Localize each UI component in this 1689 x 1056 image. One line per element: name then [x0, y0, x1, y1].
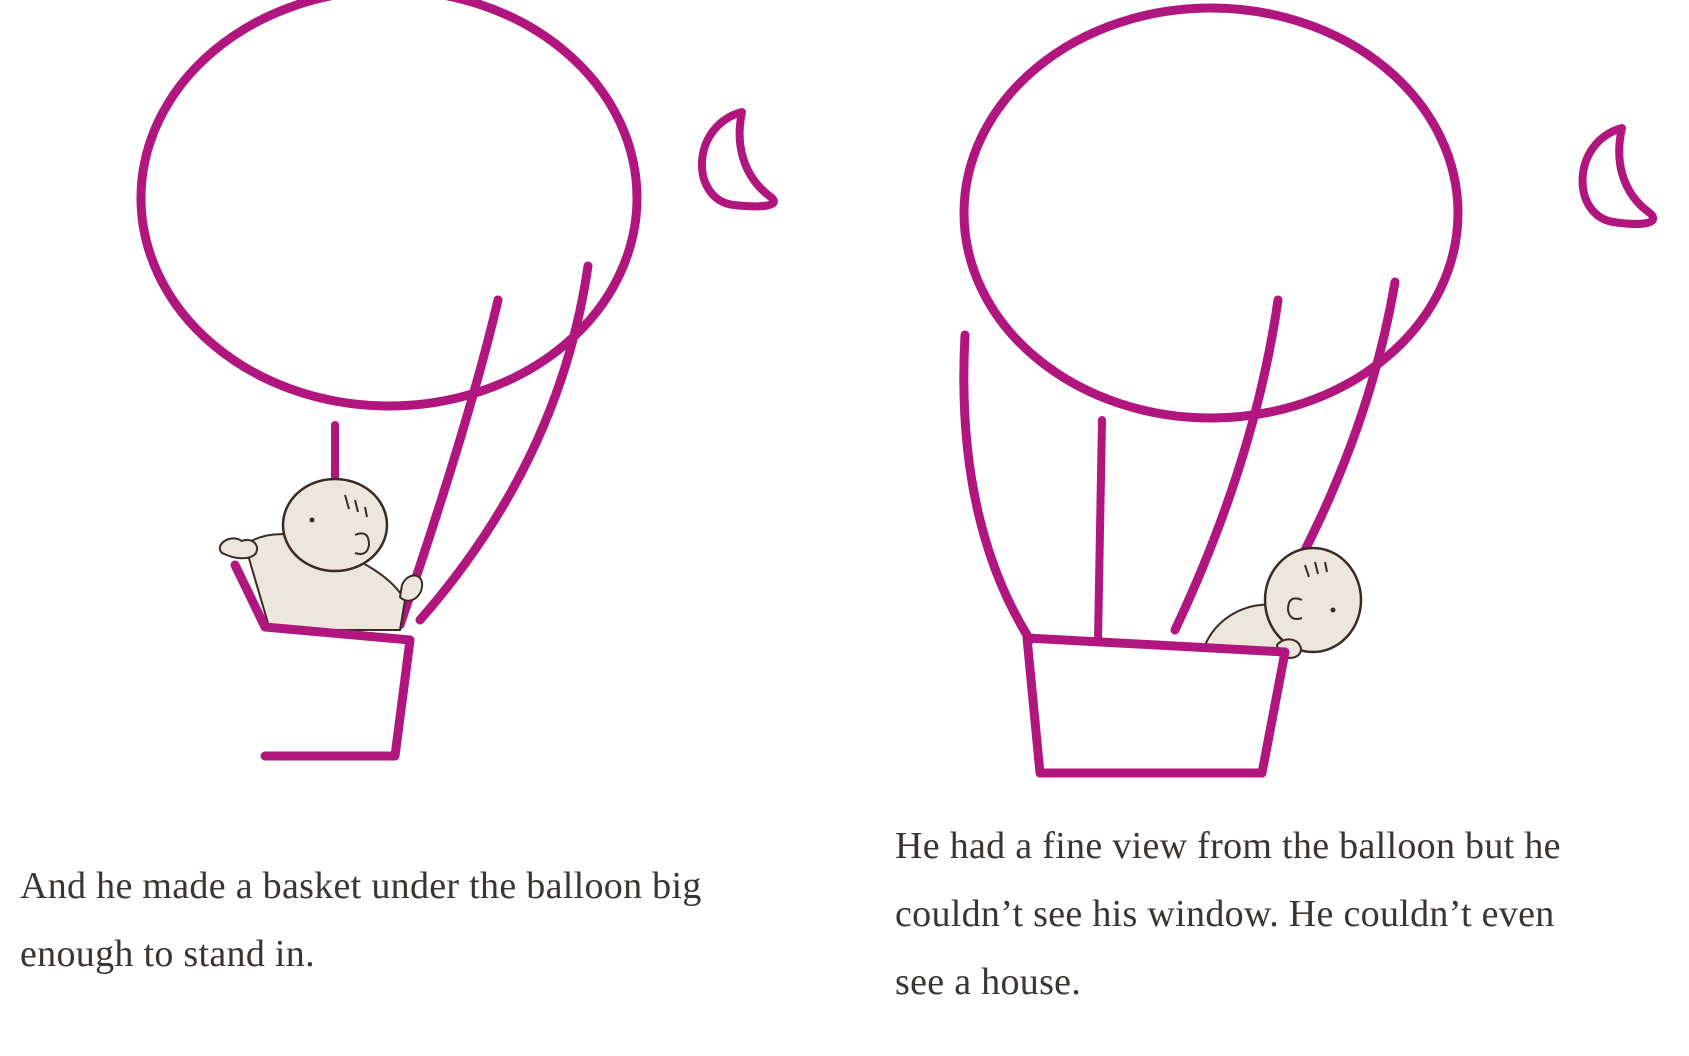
child-figure: [219, 477, 424, 631]
moon-icon: [1578, 124, 1658, 228]
basket: [1022, 633, 1290, 778]
balloon-rope: [1170, 295, 1283, 635]
left-illustration: [136, 0, 778, 761]
child-eye: [309, 517, 315, 523]
caption-line: He had a fine view from the balloon but …: [895, 825, 1561, 867]
child-hair: [344, 494, 368, 518]
balloon-envelope: [959, 3, 1463, 423]
balloon-envelope: [136, 0, 642, 411]
left-page: And he made a basket under the balloon b…: [0, 0, 844, 1056]
child-head: [1263, 546, 1363, 654]
child-head: [281, 477, 389, 573]
right-caption: He had a fine view from the balloon but …: [895, 812, 1685, 1016]
balloon-rope: [1094, 416, 1106, 644]
caption-line: couldn’t see his window. He couldn’t eve…: [895, 893, 1555, 935]
child-ear: [354, 532, 371, 555]
caption-line: enough to stand in.: [20, 933, 315, 975]
caption-line: And he made a basket under the balloon b…: [20, 865, 702, 907]
child-figure: [1203, 546, 1363, 659]
balloon-rope: [959, 330, 1035, 645]
moon-icon: [698, 108, 778, 211]
child-ear: [1286, 597, 1303, 620]
child-eye: [1330, 607, 1336, 613]
balloon-rope: [395, 295, 503, 630]
child-hair: [1304, 561, 1328, 578]
balloon-rope: [415, 261, 593, 625]
child-hand: [219, 537, 258, 560]
basket: [230, 560, 415, 761]
right-page: He had a fine view from the balloon but …: [845, 0, 1689, 1056]
caption-line: see a house.: [895, 961, 1082, 1003]
right-illustration: [959, 3, 1658, 778]
child-hand: [398, 574, 424, 602]
left-caption: And he made a basket under the balloon b…: [20, 852, 800, 988]
